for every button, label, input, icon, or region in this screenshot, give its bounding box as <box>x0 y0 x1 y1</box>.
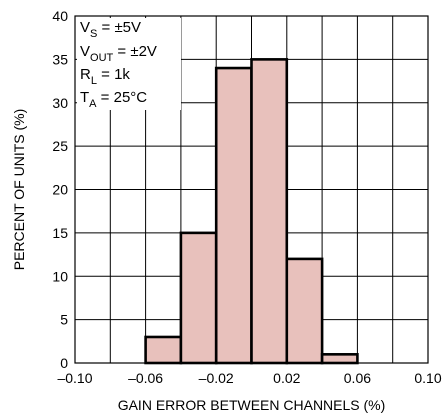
y-tick-label: 40 <box>52 8 68 24</box>
x-tick-label: 0.06 <box>344 370 371 386</box>
y-tick-label: 5 <box>60 312 68 328</box>
y-tick-label: 10 <box>52 268 68 284</box>
histogram-bar <box>214 66 253 365</box>
histogram-bar <box>179 231 218 365</box>
y-tick-label: 15 <box>52 225 68 241</box>
condition-line: VOUT = ±2V <box>80 43 157 64</box>
conditions-background <box>77 18 181 110</box>
condition-line: RL = 1k <box>80 66 130 87</box>
histogram-bar <box>320 353 359 365</box>
x-tick-label: 0.10 <box>414 370 441 386</box>
y-axis-label: PERCENT OF UNITS (%) <box>11 109 27 271</box>
x-tick-label: –0.06 <box>128 370 163 386</box>
x-axis-label: GAIN ERROR BETWEEN CHANNELS (%) <box>118 397 386 413</box>
histogram-bar <box>285 257 324 365</box>
x-tick-labels: –0.10 –0.06 –0.02 0.02 0.06 0.10 <box>57 370 441 386</box>
x-tick-label: –0.10 <box>57 370 92 386</box>
histogram-bar <box>250 58 289 365</box>
condition-line: VS = ±5V <box>80 19 141 40</box>
x-tick-label: 0.02 <box>273 370 300 386</box>
y-tick-label: 20 <box>52 182 68 198</box>
plot-frame <box>74 15 429 364</box>
y-tick-label: 0 <box>60 355 68 371</box>
y-tick-label: 35 <box>52 51 68 67</box>
y-tick-labels: 0 5 10 15 20 25 30 35 40 <box>52 8 68 371</box>
condition-line: TA = 25°C <box>80 89 147 110</box>
histogram-bar <box>144 335 183 365</box>
y-tick-label: 25 <box>52 138 68 154</box>
y-tick-label: 30 <box>52 95 68 111</box>
x-tick-label: –0.02 <box>199 370 234 386</box>
